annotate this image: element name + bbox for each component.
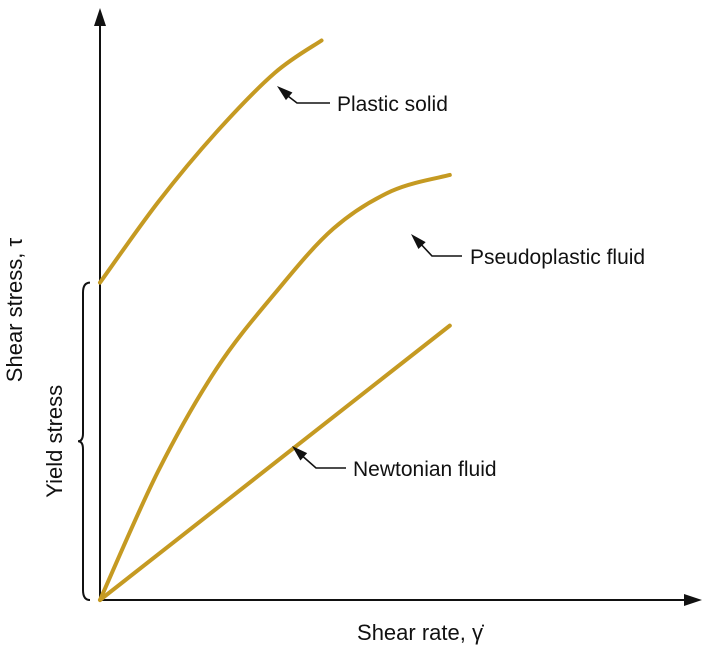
plastic-solid-leader-line [283,92,330,104]
x-axis-title: Shear rate, γ̇ [357,620,484,645]
plastic-solid-curve [98,38,324,285]
newtonian-fluid-label: Newtonian fluid [353,458,497,481]
newtonian-fluid-leader-line [298,452,346,469]
pseudoplastic-fluid-label: Pseudoplastic fluid [470,246,645,269]
plastic-solid-arrow-icon [277,86,293,101]
newtonian-fluid-arrow-icon [292,446,308,461]
y-axis-arrow-icon [94,8,106,26]
pseudoplastic-fluid-curve [98,172,452,602]
plastic-solid-label: Plastic solid [337,93,448,116]
newtonian-fluid-curve [98,323,452,602]
pseudoplastic-fluid-leader-line [417,240,462,257]
x-axis-arrow-icon [684,594,702,606]
pseudoplastic-fluid-arrow-icon [411,234,426,250]
yield-stress-brace [77,281,91,601]
series-labels-group: Plastic solid Pseudoplastic fluid Newtonia… [277,86,645,481]
yield-stress-label: Yield stress [42,385,67,498]
curves-group [98,38,452,602]
y-axis-title: Shear stress, τ [2,237,27,382]
